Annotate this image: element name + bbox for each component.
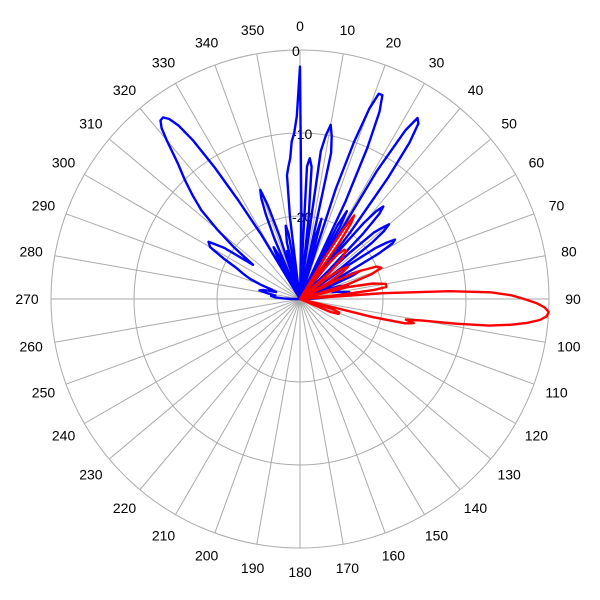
angle-label-260: 260	[19, 338, 43, 354]
grid-spoke-140	[299, 298, 461, 491]
angle-label-10: 10	[340, 22, 356, 38]
grid-spoke-120	[299, 298, 516, 424]
angle-label-130: 130	[497, 466, 521, 482]
angle-label-350: 350	[241, 22, 265, 38]
grid-spoke-340	[214, 64, 301, 300]
angle-label-240: 240	[52, 428, 76, 444]
grid-spoke-200	[214, 298, 301, 534]
angle-label-0: 0	[296, 18, 304, 34]
angle-label-340: 340	[195, 34, 219, 50]
angle-label-70: 70	[549, 198, 565, 214]
grid-spoke-170	[299, 298, 344, 545]
angle-labels: 0 10 20 30 40 50 60 70 80 90 100 110 120 130 140 150 160…	[15, 18, 581, 580]
angle-label-60: 60	[529, 155, 545, 171]
grid-spoke-230	[108, 298, 301, 460]
angle-label-180: 180	[288, 564, 312, 580]
series-1-line	[298, 214, 550, 327]
grid-spoke-70	[299, 213, 535, 300]
grid-spoke-300	[84, 174, 301, 300]
angle-label-120: 120	[525, 428, 549, 444]
angle-label-270: 270	[15, 291, 39, 307]
grid-spokes	[51, 50, 549, 548]
angle-label-30: 30	[429, 55, 445, 71]
angle-label-330: 330	[152, 55, 176, 71]
grid-spoke-190	[256, 298, 301, 545]
angle-label-290: 290	[32, 198, 56, 214]
angle-label-50: 50	[501, 116, 517, 132]
angle-label-170: 170	[336, 560, 360, 576]
grid-spoke-220	[139, 298, 301, 491]
angle-label-150: 150	[425, 527, 449, 543]
angle-label-90: 90	[565, 291, 581, 307]
angle-label-100: 100	[557, 338, 581, 354]
angle-label-230: 230	[79, 466, 103, 482]
series-layer	[159, 65, 550, 327]
series-0-line	[159, 65, 420, 301]
angle-label-160: 160	[382, 548, 406, 564]
grid-spoke-160	[299, 298, 386, 534]
angle-label-20: 20	[386, 34, 402, 50]
angle-label-40: 40	[468, 82, 484, 98]
grid-spoke-130	[299, 298, 492, 460]
angle-label-80: 80	[561, 244, 577, 260]
grid-spoke-10	[299, 53, 344, 300]
grid-spoke-150	[299, 298, 425, 515]
grid-spoke-250	[65, 298, 301, 385]
ring-label-1: -10	[292, 126, 312, 142]
grid-spoke-50	[299, 138, 492, 300]
grid-spoke-260	[54, 298, 301, 343]
angle-label-140: 140	[464, 500, 488, 516]
ring-label-0: 0	[292, 43, 300, 59]
angle-label-220: 220	[113, 500, 137, 516]
grid-spoke-280	[54, 255, 301, 300]
angle-label-110: 110	[545, 384, 568, 400]
angle-label-250: 250	[32, 384, 56, 400]
angle-label-210: 210	[152, 527, 176, 543]
grid-spoke-310	[108, 138, 301, 300]
grid-spoke-240	[84, 298, 301, 424]
angle-label-190: 190	[241, 560, 265, 576]
angle-label-200: 200	[195, 548, 219, 564]
angle-label-310: 310	[79, 116, 103, 132]
angle-label-320: 320	[113, 82, 137, 98]
angle-label-280: 280	[19, 244, 43, 260]
angle-label-300: 300	[52, 155, 76, 171]
grid-spoke-210	[175, 298, 301, 515]
